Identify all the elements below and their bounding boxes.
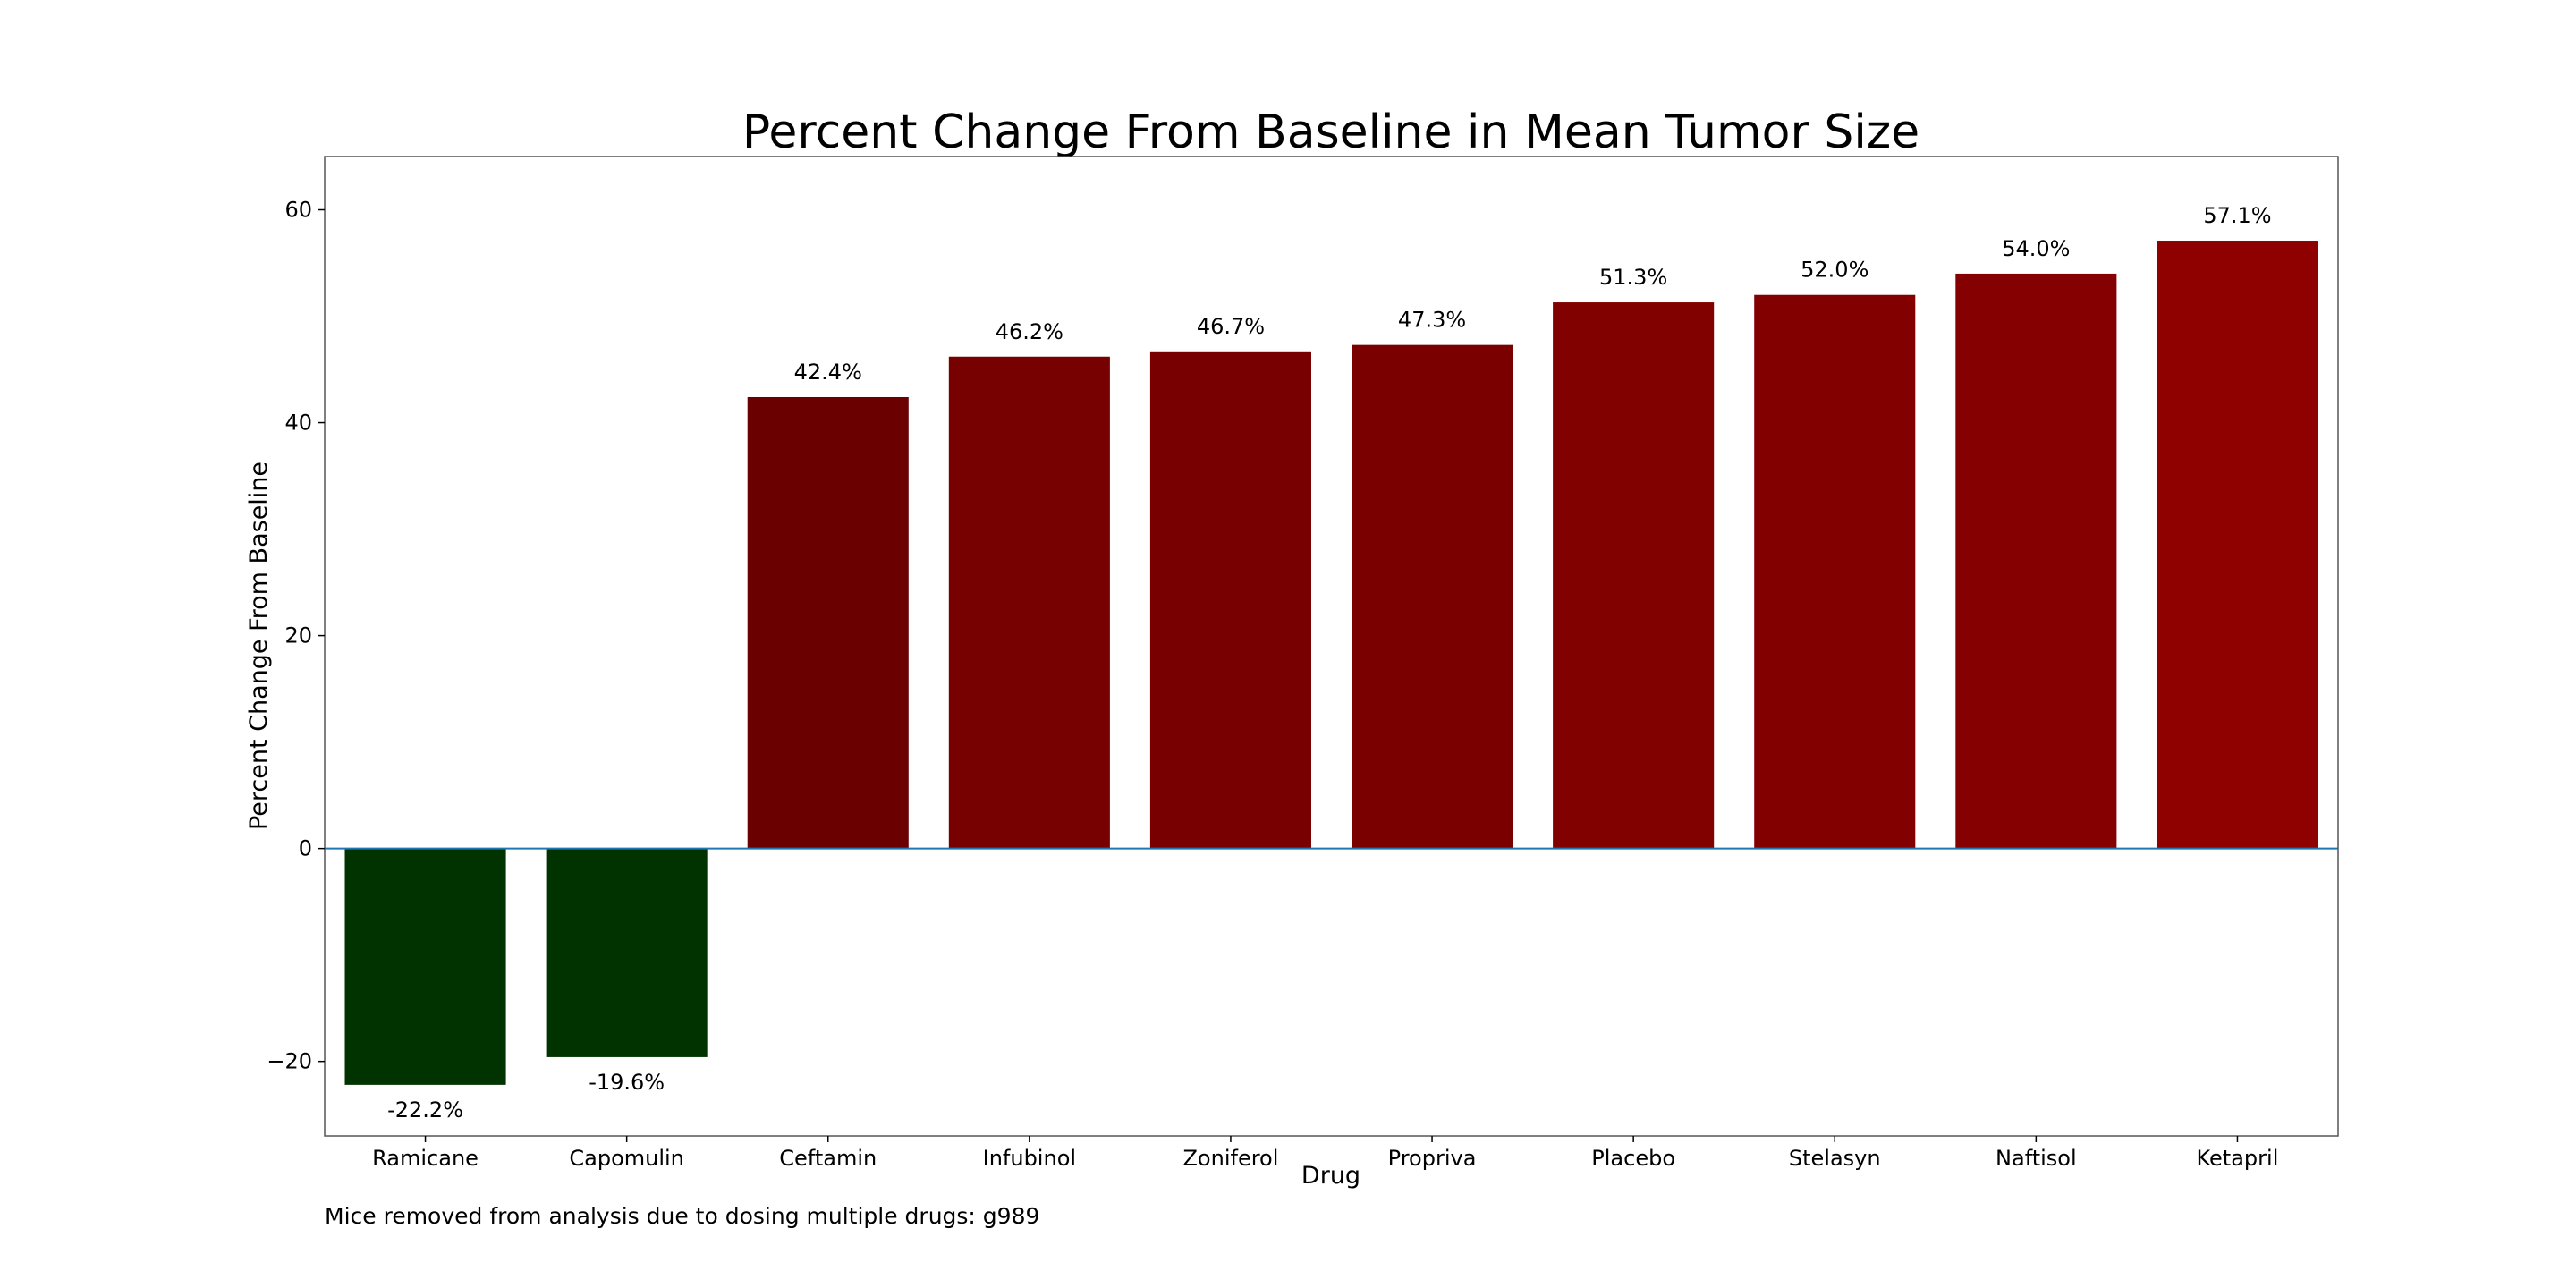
bar-stelasyn <box>1754 294 1916 849</box>
x-axis-label: Drug <box>1301 1162 1360 1190</box>
x-tick-label: Ketapril <box>2197 1146 2279 1171</box>
footnote: Mice removed from analysis due to dosing… <box>325 1203 1039 1229</box>
x-tick-label: Placebo <box>1591 1146 1675 1171</box>
bar-value-label: 46.7% <box>1197 314 1265 339</box>
bar-value-label: -22.2% <box>387 1097 463 1123</box>
x-tick-label: Ceftamin <box>779 1146 877 1171</box>
y-tick-label: 40 <box>284 411 312 436</box>
bar-zoniferol <box>1149 351 1311 849</box>
bar-value-labels: -22.2% -19.6% 42.4% 46.2% 46.7% 47.3% 51.3% 52.… <box>387 203 2271 1123</box>
y-tick-label: −20 <box>267 1049 312 1074</box>
bar-value-label: -19.6% <box>589 1070 665 1095</box>
x-tick-label: Ramicane <box>372 1146 479 1171</box>
y-tick-label: 20 <box>284 623 312 648</box>
y-tick-label: 60 <box>284 198 312 223</box>
bar-ceftamin <box>747 396 909 849</box>
x-tick-label: Capomulin <box>569 1146 684 1171</box>
x-tick-label: Propriva <box>1388 1146 1477 1171</box>
bar-value-label: 57.1% <box>2203 203 2271 228</box>
x-axis: Ramicane Capomulin Ceftamin Infubinol Zonife… <box>372 1136 2278 1171</box>
bar-capomulin <box>546 848 708 1057</box>
bar-ramicane <box>344 848 506 1085</box>
bar-value-label: 54.0% <box>2002 236 2070 261</box>
y-axis: −20 0 20 40 60 <box>267 198 325 1074</box>
x-tick-label: Naftisol <box>1996 1146 2077 1171</box>
bar-value-label: 52.0% <box>1801 258 1868 283</box>
bar-value-label: 42.4% <box>794 360 862 385</box>
x-tick-label: Infubinol <box>983 1146 1076 1171</box>
y-axis-label: Percent Change From Baseline <box>245 462 273 830</box>
x-tick-label: Stelasyn <box>1789 1146 1881 1171</box>
bar-placebo <box>1553 302 1715 849</box>
bar-naftisol <box>1955 273 2117 849</box>
bar-value-label: 46.2% <box>996 319 1063 344</box>
y-tick-label: 0 <box>299 836 312 861</box>
bar-infubinol <box>948 356 1110 849</box>
bar-value-label: 51.3% <box>1599 265 1667 290</box>
bar-ketapril <box>2157 241 2318 849</box>
chart-title: Percent Change From Baseline in Mean Tum… <box>742 106 1919 159</box>
plot-frame <box>324 156 2339 1137</box>
bar-value-label: 47.3% <box>1398 308 1466 333</box>
bars-layer <box>344 241 2318 1085</box>
x-tick-label: Zoniferol <box>1182 1146 1278 1171</box>
bar-propriva <box>1352 344 1513 849</box>
